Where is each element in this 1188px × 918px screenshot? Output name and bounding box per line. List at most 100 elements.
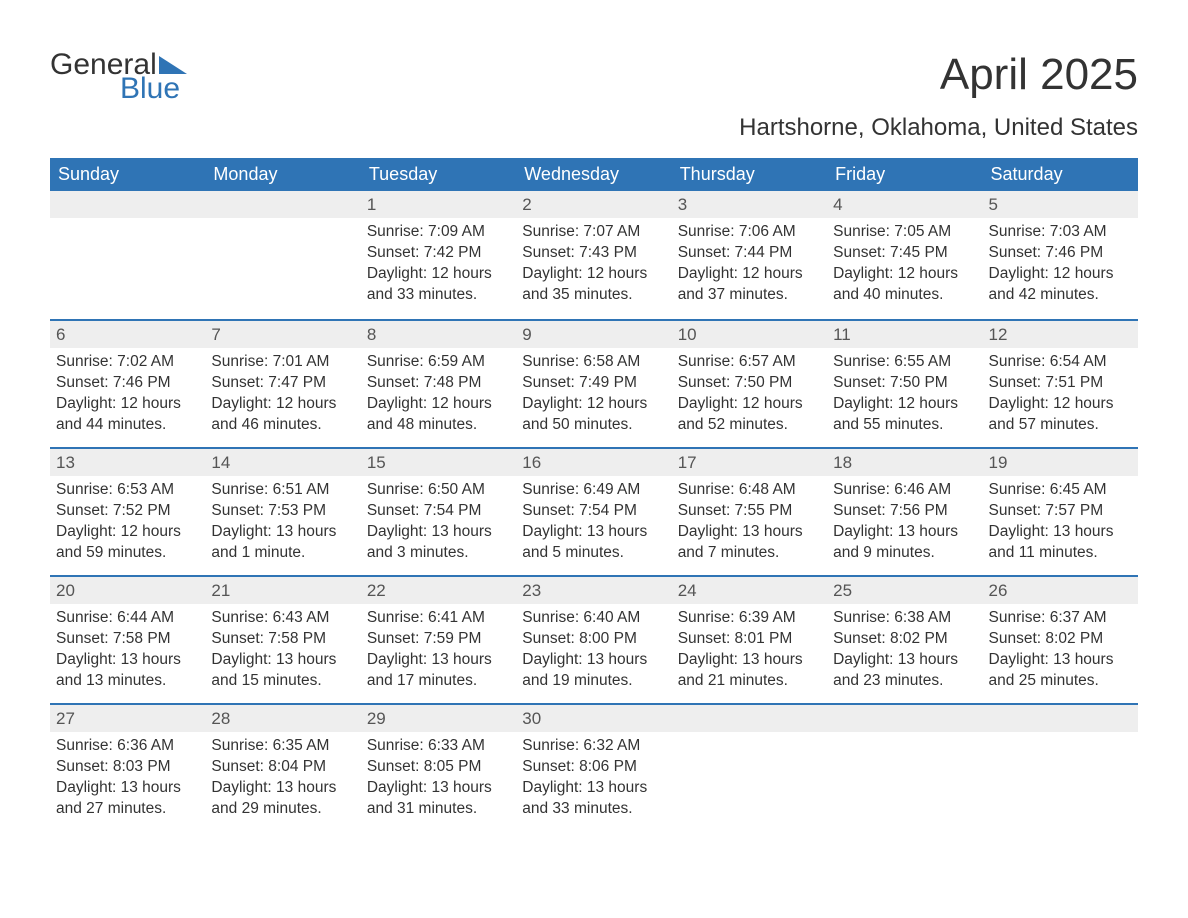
daylight-line1: Daylight: 13 hours: [56, 650, 199, 671]
day-number: 10: [672, 321, 827, 348]
daylight-line2: and 52 minutes.: [678, 415, 821, 436]
sunrise-text: Sunrise: 6:37 AM: [989, 608, 1132, 629]
day-cell: 19Sunrise: 6:45 AMSunset: 7:57 PMDayligh…: [983, 449, 1138, 575]
day-number: 17: [672, 449, 827, 476]
day-body: Sunrise: 6:40 AMSunset: 8:00 PMDaylight:…: [516, 604, 671, 700]
day-cell: 1Sunrise: 7:09 AMSunset: 7:42 PMDaylight…: [361, 191, 516, 319]
daylight-line1: Daylight: 12 hours: [367, 394, 510, 415]
day-number: 30: [516, 705, 671, 732]
day-cell: 28Sunrise: 6:35 AMSunset: 8:04 PMDayligh…: [205, 705, 360, 831]
day-cell: 27Sunrise: 6:36 AMSunset: 8:03 PMDayligh…: [50, 705, 205, 831]
day-number: 22: [361, 577, 516, 604]
day-number: 13: [50, 449, 205, 476]
day-number: 2: [516, 191, 671, 218]
day-cell: [205, 191, 360, 319]
day-number: 1: [361, 191, 516, 218]
sunset-text: Sunset: 8:02 PM: [989, 629, 1132, 650]
sunrise-text: Sunrise: 6:46 AM: [833, 480, 976, 501]
sunset-text: Sunset: 7:54 PM: [522, 501, 665, 522]
sunrise-text: Sunrise: 6:57 AM: [678, 352, 821, 373]
day-body: Sunrise: 6:55 AMSunset: 7:50 PMDaylight:…: [827, 348, 982, 444]
sunset-text: Sunset: 8:04 PM: [211, 757, 354, 778]
daylight-line2: and 19 minutes.: [522, 671, 665, 692]
day-body: Sunrise: 6:37 AMSunset: 8:02 PMDaylight:…: [983, 604, 1138, 700]
daylight-line2: and 9 minutes.: [833, 543, 976, 564]
sunset-text: Sunset: 7:59 PM: [367, 629, 510, 650]
day-body: Sunrise: 6:35 AMSunset: 8:04 PMDaylight:…: [205, 732, 360, 828]
day-cell: 3Sunrise: 7:06 AMSunset: 7:44 PMDaylight…: [672, 191, 827, 319]
sunrise-text: Sunrise: 7:06 AM: [678, 222, 821, 243]
sunset-text: Sunset: 8:00 PM: [522, 629, 665, 650]
daylight-line2: and 3 minutes.: [367, 543, 510, 564]
sunset-text: Sunset: 7:52 PM: [56, 501, 199, 522]
daylight-line2: and 27 minutes.: [56, 799, 199, 820]
daylight-line1: Daylight: 13 hours: [367, 778, 510, 799]
sunset-text: Sunset: 7:53 PM: [211, 501, 354, 522]
daylight-line2: and 33 minutes.: [367, 285, 510, 306]
weekday-header: Friday: [827, 158, 982, 191]
day-body: Sunrise: 6:57 AMSunset: 7:50 PMDaylight:…: [672, 348, 827, 444]
day-body: Sunrise: 6:33 AMSunset: 8:05 PMDaylight:…: [361, 732, 516, 828]
day-body: Sunrise: 6:50 AMSunset: 7:54 PMDaylight:…: [361, 476, 516, 572]
sunset-text: Sunset: 7:42 PM: [367, 243, 510, 264]
day-number: 29: [361, 705, 516, 732]
sunrise-text: Sunrise: 7:03 AM: [989, 222, 1132, 243]
sunrise-text: Sunrise: 7:01 AM: [211, 352, 354, 373]
day-body: Sunrise: 6:41 AMSunset: 7:59 PMDaylight:…: [361, 604, 516, 700]
daylight-line2: and 42 minutes.: [989, 285, 1132, 306]
day-cell: 13Sunrise: 6:53 AMSunset: 7:52 PMDayligh…: [50, 449, 205, 575]
sunset-text: Sunset: 7:45 PM: [833, 243, 976, 264]
daylight-line1: Daylight: 13 hours: [367, 650, 510, 671]
day-number: 16: [516, 449, 671, 476]
day-body: Sunrise: 6:39 AMSunset: 8:01 PMDaylight:…: [672, 604, 827, 700]
day-body: Sunrise: 7:03 AMSunset: 7:46 PMDaylight:…: [983, 218, 1138, 314]
sunrise-text: Sunrise: 6:40 AM: [522, 608, 665, 629]
daylight-line2: and 7 minutes.: [678, 543, 821, 564]
day-cell: [983, 705, 1138, 831]
daylight-line2: and 55 minutes.: [833, 415, 976, 436]
day-number: [672, 705, 827, 732]
daylight-line2: and 25 minutes.: [989, 671, 1132, 692]
daylight-line2: and 50 minutes.: [522, 415, 665, 436]
day-number: 21: [205, 577, 360, 604]
day-number: 18: [827, 449, 982, 476]
day-cell: 30Sunrise: 6:32 AMSunset: 8:06 PMDayligh…: [516, 705, 671, 831]
daylight-line2: and 57 minutes.: [989, 415, 1132, 436]
day-number: 25: [827, 577, 982, 604]
location-subtitle: Hartshorne, Oklahoma, United States: [50, 114, 1138, 142]
sunset-text: Sunset: 7:55 PM: [678, 501, 821, 522]
day-number: 7: [205, 321, 360, 348]
day-body: Sunrise: 6:32 AMSunset: 8:06 PMDaylight:…: [516, 732, 671, 828]
daylight-line2: and 29 minutes.: [211, 799, 354, 820]
weekday-header: Sunday: [50, 158, 205, 191]
day-body: Sunrise: 6:59 AMSunset: 7:48 PMDaylight:…: [361, 348, 516, 444]
sunrise-text: Sunrise: 6:55 AM: [833, 352, 976, 373]
daylight-line1: Daylight: 13 hours: [678, 650, 821, 671]
daylight-line1: Daylight: 12 hours: [522, 264, 665, 285]
day-cell: 15Sunrise: 6:50 AMSunset: 7:54 PMDayligh…: [361, 449, 516, 575]
day-cell: 20Sunrise: 6:44 AMSunset: 7:58 PMDayligh…: [50, 577, 205, 703]
sunrise-text: Sunrise: 6:54 AM: [989, 352, 1132, 373]
daylight-line1: Daylight: 12 hours: [833, 394, 976, 415]
daylight-line1: Daylight: 12 hours: [56, 522, 199, 543]
weekday-header: Saturday: [983, 158, 1138, 191]
daylight-line1: Daylight: 13 hours: [211, 778, 354, 799]
day-number: 8: [361, 321, 516, 348]
week-row: 6Sunrise: 7:02 AMSunset: 7:46 PMDaylight…: [50, 319, 1138, 447]
sunset-text: Sunset: 8:01 PM: [678, 629, 821, 650]
page-title: April 2025: [940, 50, 1138, 100]
day-body: Sunrise: 6:48 AMSunset: 7:55 PMDaylight:…: [672, 476, 827, 572]
logo: General Blue: [50, 50, 187, 104]
daylight-line1: Daylight: 13 hours: [56, 778, 199, 799]
day-cell: 29Sunrise: 6:33 AMSunset: 8:05 PMDayligh…: [361, 705, 516, 831]
day-body: Sunrise: 6:46 AMSunset: 7:56 PMDaylight:…: [827, 476, 982, 572]
calendar-grid: SundayMondayTuesdayWednesdayThursdayFrid…: [50, 158, 1138, 831]
daylight-line1: Daylight: 13 hours: [211, 650, 354, 671]
daylight-line1: Daylight: 13 hours: [833, 522, 976, 543]
day-number: [827, 705, 982, 732]
weekday-header: Wednesday: [516, 158, 671, 191]
week-row: 13Sunrise: 6:53 AMSunset: 7:52 PMDayligh…: [50, 447, 1138, 575]
day-cell: 5Sunrise: 7:03 AMSunset: 7:46 PMDaylight…: [983, 191, 1138, 319]
daylight-line1: Daylight: 12 hours: [989, 264, 1132, 285]
day-number: 11: [827, 321, 982, 348]
